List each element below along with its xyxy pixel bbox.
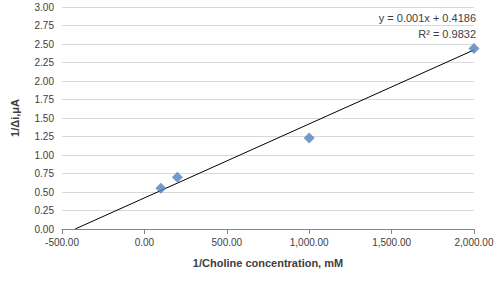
svg-text:0.50: 0.50 <box>35 187 55 198</box>
svg-text:0.25: 0.25 <box>35 205 55 216</box>
svg-text:1,000.00: 1,000.00 <box>290 237 329 248</box>
svg-text:1.00: 1.00 <box>35 150 55 161</box>
svg-text:0.00: 0.00 <box>135 237 155 248</box>
svg-text:0.75: 0.75 <box>35 168 55 179</box>
svg-text:1/Δi,μA: 1/Δi,μA <box>9 99 21 137</box>
svg-text:2.00: 2.00 <box>35 76 55 87</box>
svg-text:1/Choline concentration, mM: 1/Choline concentration, mM <box>193 257 343 269</box>
svg-text:500.00: 500.00 <box>212 237 243 248</box>
svg-text:1.25: 1.25 <box>35 131 55 142</box>
svg-text:1.75: 1.75 <box>35 94 55 105</box>
svg-text:y = 0.001x + 0.4186: y = 0.001x + 0.4186 <box>379 12 476 24</box>
svg-text:R² = 0.9832: R² = 0.9832 <box>418 28 476 40</box>
svg-text:1,500.00: 1,500.00 <box>372 237 411 248</box>
svg-text:2.50: 2.50 <box>35 39 55 50</box>
svg-text:-500.00: -500.00 <box>45 237 79 248</box>
svg-text:2,000.00: 2,000.00 <box>455 237 494 248</box>
svg-text:2.25: 2.25 <box>35 57 55 68</box>
svg-text:2.75: 2.75 <box>35 20 55 31</box>
svg-text:3.00: 3.00 <box>35 2 55 13</box>
svg-text:1.50: 1.50 <box>35 113 55 124</box>
svg-text:0.00: 0.00 <box>35 224 55 235</box>
